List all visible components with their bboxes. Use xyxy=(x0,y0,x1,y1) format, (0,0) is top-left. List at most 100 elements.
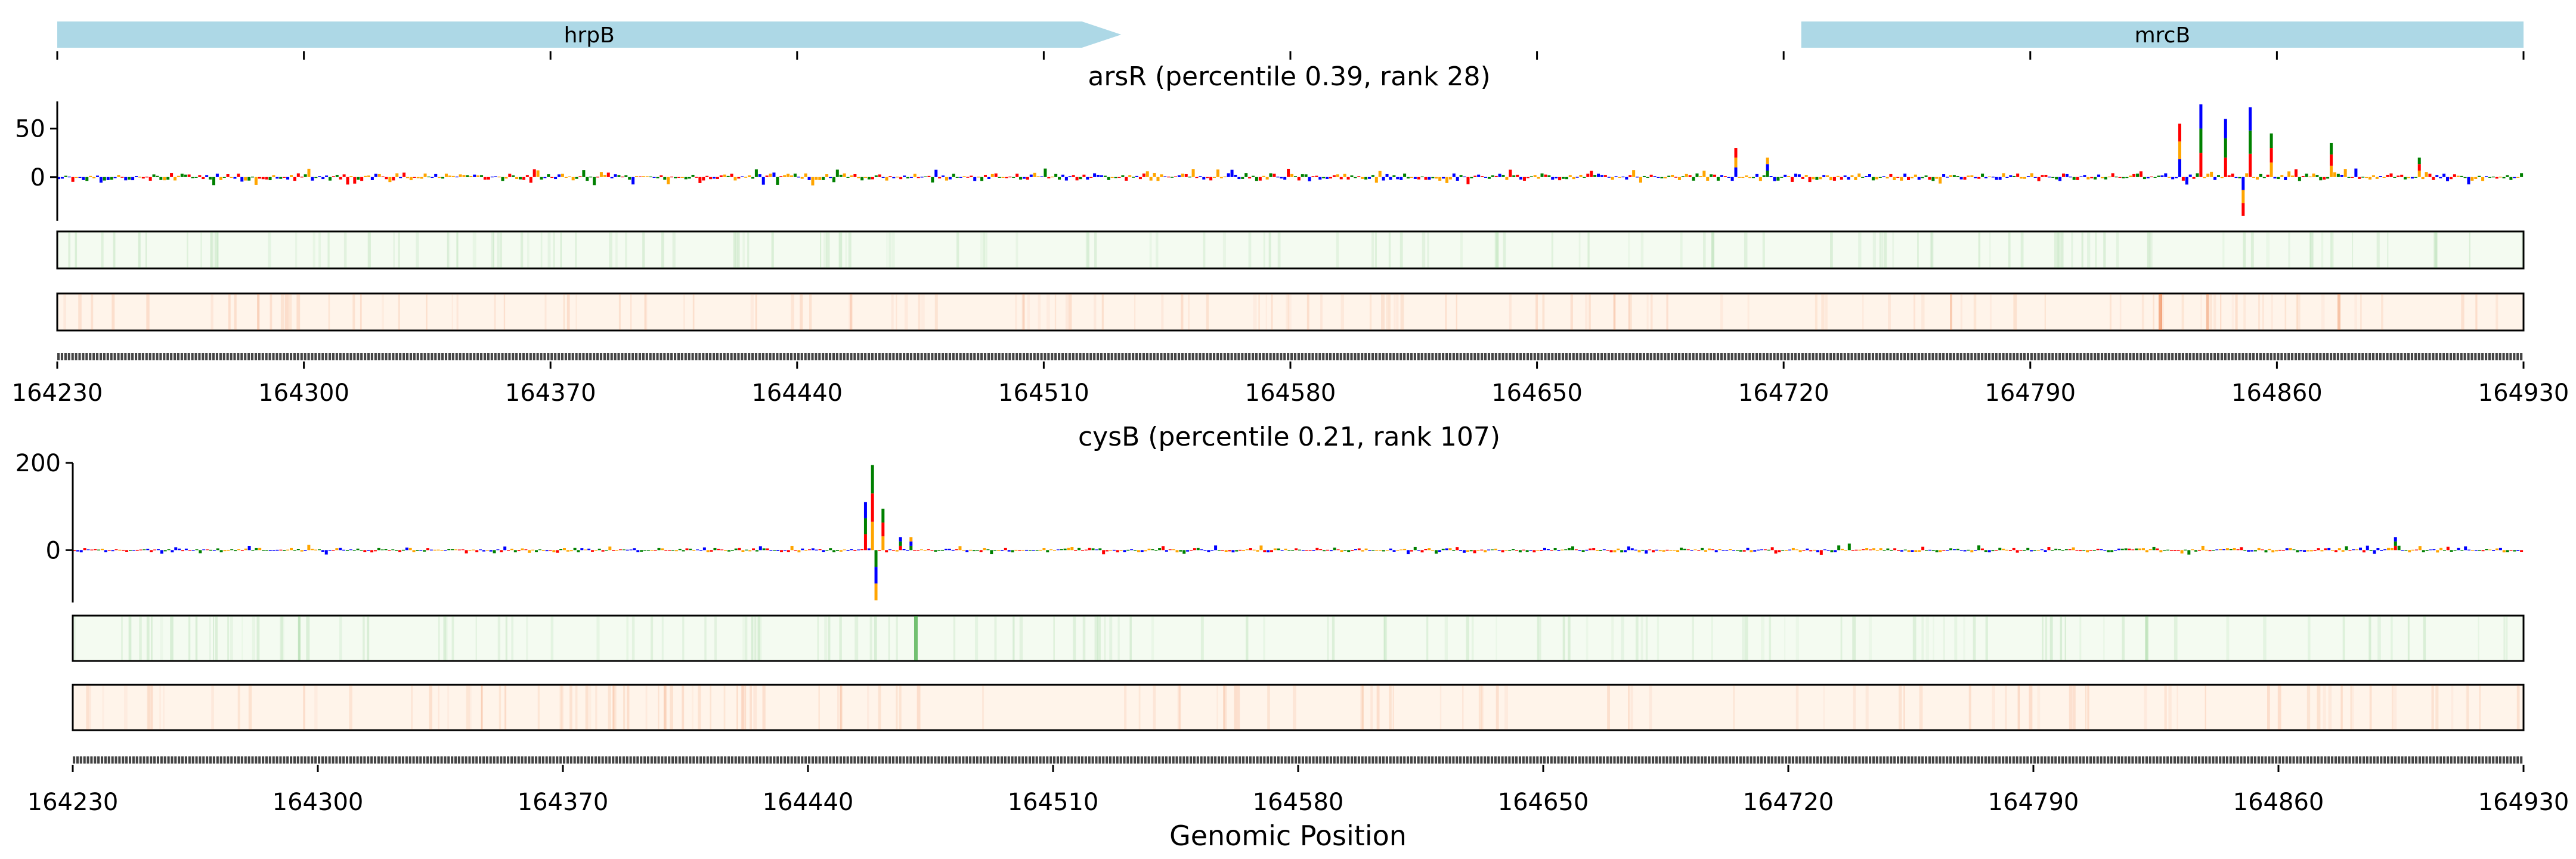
logo-letter xyxy=(909,537,913,542)
sequence-base xyxy=(2164,353,2167,360)
gene-arrow-hrpB xyxy=(57,21,1122,48)
sequence-base xyxy=(1154,756,1157,764)
sequence-base xyxy=(1603,353,1606,360)
sequence-base xyxy=(360,353,363,360)
arsR-sequence-strip xyxy=(57,353,2523,360)
logo-letter xyxy=(2231,174,2234,177)
logo-letter xyxy=(1403,548,1407,551)
logo-letter xyxy=(712,177,716,179)
sequence-base xyxy=(2414,353,2417,360)
logo-letter xyxy=(1138,177,1142,180)
logo-letter xyxy=(125,550,129,552)
logo-letter xyxy=(275,177,279,179)
logo-letter xyxy=(202,177,205,180)
sequence-base xyxy=(1466,353,1469,360)
logo-letter xyxy=(702,547,706,551)
logo-letter xyxy=(1441,548,1445,551)
logo-letter xyxy=(1428,177,1431,180)
track-stripe xyxy=(612,685,617,730)
sequence-base xyxy=(370,756,373,764)
gene-track-ticks xyxy=(56,51,2525,60)
sequence-base xyxy=(850,756,853,764)
logo-letter xyxy=(230,549,234,551)
logo-letter xyxy=(2234,177,2238,178)
track-stripe xyxy=(1821,294,1825,330)
sequence-base xyxy=(1834,756,1837,764)
sequence-base xyxy=(660,353,662,360)
track-stripe xyxy=(587,685,589,730)
logo-letter xyxy=(440,550,444,551)
track-stripe xyxy=(1320,294,1323,330)
logo-letter xyxy=(1797,174,1801,177)
logo-letter xyxy=(1151,549,1154,551)
sequence-base xyxy=(1428,756,1431,764)
sequence-base xyxy=(1959,353,1962,360)
sequence-base xyxy=(717,756,720,764)
logo-letter xyxy=(2319,177,2323,181)
sequence-base xyxy=(724,756,727,764)
sequence-base xyxy=(1490,756,1494,764)
logo-letter xyxy=(2453,550,2457,551)
logo-letter xyxy=(178,548,181,551)
sequence-base xyxy=(496,756,499,764)
logo-letter xyxy=(367,175,370,177)
logo-letter xyxy=(1628,175,1632,177)
logo-letter xyxy=(1346,177,1350,180)
track-stripe xyxy=(306,616,310,660)
sequence-base xyxy=(1153,353,1156,360)
sequence-base xyxy=(111,756,114,764)
sequence-base xyxy=(290,756,293,764)
logo-letter xyxy=(2292,549,2296,551)
sequence-base xyxy=(2255,353,2259,360)
track-stripe xyxy=(1381,294,1385,330)
logo-letter xyxy=(1599,550,1602,551)
logo-letter xyxy=(2224,119,2227,138)
logo-letter xyxy=(1755,174,1758,177)
logo-letter xyxy=(2076,177,2079,180)
sequence-base xyxy=(815,756,818,764)
sequence-base xyxy=(2180,756,2183,764)
sequence-base xyxy=(184,756,187,764)
sequence-base xyxy=(2094,353,2097,360)
logo-letter xyxy=(871,177,874,180)
sequence-base xyxy=(413,353,416,360)
logo-letter xyxy=(1695,173,1699,177)
logo-letter xyxy=(513,550,517,552)
sequence-base xyxy=(2498,756,2502,764)
track-stripe xyxy=(1903,685,1905,730)
sequence-base xyxy=(1308,353,1311,360)
logo-letter xyxy=(2270,133,2273,149)
logo-letter xyxy=(874,583,878,601)
logo-letter xyxy=(713,548,717,551)
sequence-base xyxy=(440,756,443,764)
track-stripe xyxy=(1369,294,1372,330)
logo-letter xyxy=(1561,177,1565,179)
track-stripe xyxy=(1496,685,1499,730)
logo-letter xyxy=(184,548,188,551)
sequence-base xyxy=(1949,756,1952,764)
logo-letter xyxy=(107,550,111,551)
track-stripe xyxy=(1200,616,1204,660)
track-stripe xyxy=(630,294,632,330)
sequence-base xyxy=(156,353,159,360)
track-stripe xyxy=(170,616,174,660)
sequence-base xyxy=(1967,353,1970,360)
sequence-base xyxy=(2495,353,2498,360)
logo-letter xyxy=(850,175,853,177)
track-stripe xyxy=(1989,232,1991,268)
logo-letter xyxy=(1462,550,1466,553)
x-tick-label: 164300 xyxy=(258,379,349,407)
track-stripe xyxy=(2461,294,2464,330)
sequence-base xyxy=(1509,353,1512,360)
logo-letter xyxy=(1963,177,1967,180)
logo-letter xyxy=(748,550,752,552)
sequence-base xyxy=(240,353,243,360)
sequence-base xyxy=(76,756,79,764)
logo-letter xyxy=(1135,175,1139,177)
logo-letter xyxy=(815,549,818,551)
sequence-base xyxy=(923,756,926,764)
logo-letter xyxy=(1396,177,1400,180)
logo-letter xyxy=(500,550,503,552)
track-stripe xyxy=(691,685,693,730)
logo-letter xyxy=(2026,548,2030,551)
